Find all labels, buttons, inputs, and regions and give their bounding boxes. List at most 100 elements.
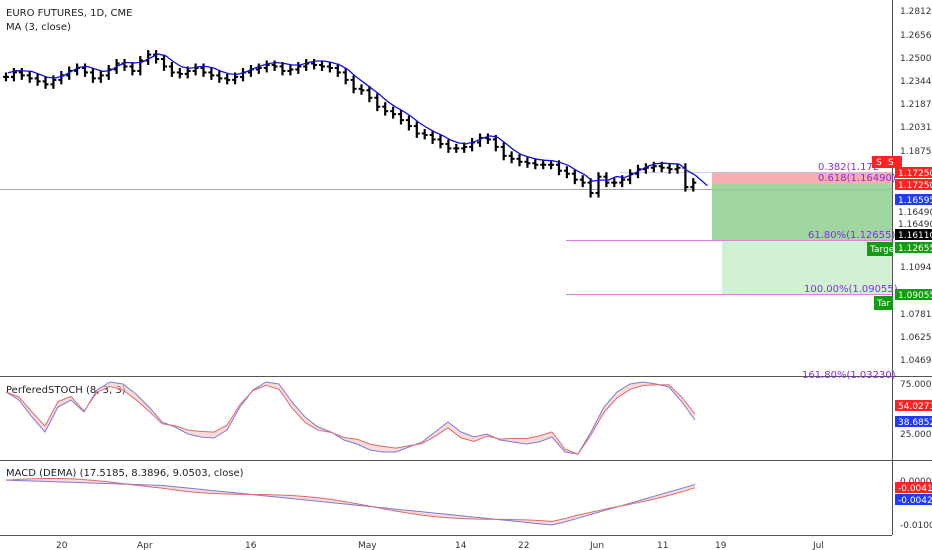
stop-label-badge — [872, 156, 902, 168]
price-bar — [287, 64, 294, 76]
time-tick: 16 — [245, 541, 257, 550]
macd-fill-area — [6, 478, 695, 525]
target-label-badge-2 — [874, 296, 893, 310]
price-bar — [611, 178, 618, 188]
time-tick: Jul — [812, 541, 824, 550]
stoch-badge-2 — [895, 416, 932, 427]
price-bar — [240, 67, 246, 82]
price-bar — [587, 178, 594, 198]
price-bar — [161, 54, 167, 71]
price-bar — [650, 161, 657, 173]
time-tick: 11 — [657, 541, 668, 550]
price-bar — [374, 93, 381, 112]
time-tick: 19 — [715, 541, 727, 550]
price-tick: 1.23440 — [900, 77, 932, 87]
macd-tick: -0.0100 — [900, 521, 932, 531]
target2-badge-text: 1.09055 — [898, 291, 932, 301]
price-bars — [3, 50, 697, 198]
p3-label: 1.16490 — [898, 220, 932, 230]
price-bar — [358, 84, 365, 95]
sl-badge-text-2: 1.17250 — [898, 181, 932, 191]
price-bar — [516, 154, 523, 167]
price-tick: 1.18750 — [900, 147, 932, 157]
price-bar — [26, 70, 33, 83]
price-bar — [390, 106, 397, 119]
stop-label-text-2: S — [888, 158, 894, 168]
price-bar — [595, 172, 602, 198]
target-label-text: Targe — [869, 245, 895, 255]
price-bar — [303, 59, 310, 71]
time-tick: Jun — [589, 541, 604, 550]
price-bar — [453, 143, 460, 153]
price-bar — [413, 121, 420, 138]
price-bar — [168, 62, 175, 77]
sl-badge-text: 1.17250 — [898, 169, 932, 179]
time-tick: 20 — [56, 541, 68, 550]
macd-fill — [6, 478, 695, 525]
target-zone-light — [722, 240, 892, 295]
price-bar — [176, 67, 183, 79]
target1-badge — [895, 242, 932, 253]
price-bar — [492, 134, 499, 152]
price-bar — [121, 59, 128, 71]
stoch-badge-1-text: 54.0271 — [898, 402, 932, 412]
last-price-text: 1.16110 — [898, 231, 932, 241]
price-bar — [326, 62, 333, 73]
price-badges: S S 1.17250 1.17250 1.16595 1.16490 1.16… — [867, 156, 932, 310]
price-tick: 1.04690 — [900, 356, 932, 366]
price-bar — [279, 62, 286, 76]
price-bar — [129, 62, 136, 76]
price-bar — [579, 175, 586, 188]
sl-badge-2 — [895, 179, 932, 190]
price-bar — [97, 70, 104, 83]
macd-badge-2-text: -0.0042 — [898, 496, 932, 506]
ma-indicator-label: MA (3, close) — [6, 22, 71, 33]
stoch-d-line — [5, 384, 696, 455]
stoch-badge-1 — [895, 400, 932, 411]
time-axis: 20 Apr 16 May 14 22 Jun 11 19 Jul — [56, 541, 824, 550]
price-bar — [82, 63, 88, 77]
price-bar — [508, 151, 515, 164]
price-bar — [192, 63, 199, 76]
price-bar — [18, 67, 25, 80]
stoch-title: PerferedSTOCH (8, 3, 3) — [6, 385, 126, 396]
time-tick: 22 — [518, 541, 529, 550]
macd-signal-line — [5, 478, 696, 523]
price-bar — [524, 157, 531, 168]
time-tick: Apr — [137, 541, 153, 550]
target-zone-dark — [712, 184, 892, 240]
price-bar — [224, 73, 231, 85]
price-bar — [382, 102, 389, 116]
fib-label-6180: 61.80%(1.12655) — [808, 230, 895, 241]
price-bar — [334, 63, 341, 77]
price-bar — [255, 63, 262, 74]
price-tick: 1.20315 — [900, 123, 932, 133]
price-bar — [421, 129, 428, 140]
price-bar — [58, 70, 65, 85]
macd-badge-1 — [895, 482, 932, 493]
price-bar — [563, 166, 570, 179]
price-bar — [350, 75, 357, 94]
stoch-fill-area — [6, 382, 695, 455]
price-bar — [295, 62, 302, 74]
price-bar — [3, 72, 9, 82]
price-tick: 1.10940 — [900, 263, 932, 273]
price-bar — [208, 67, 215, 80]
stoch-tick: 75.0000 — [900, 380, 932, 390]
price-bar — [398, 109, 404, 125]
p2-label: 1.16490 — [898, 208, 932, 218]
price-bar — [437, 134, 444, 149]
ma-line — [7, 53, 708, 187]
price-bar — [469, 137, 476, 152]
price-bar — [216, 70, 223, 83]
price-bar — [319, 60, 325, 71]
target-label-text-2: Tar — [876, 299, 891, 309]
price-bar — [10, 67, 17, 82]
price-tick: 1.28125 — [900, 7, 932, 17]
price-tick: 1.25000 — [900, 54, 932, 64]
target2-badge — [895, 289, 932, 300]
time-tick: May — [358, 541, 377, 550]
sl-badge — [895, 167, 932, 178]
price-bar — [200, 63, 207, 77]
